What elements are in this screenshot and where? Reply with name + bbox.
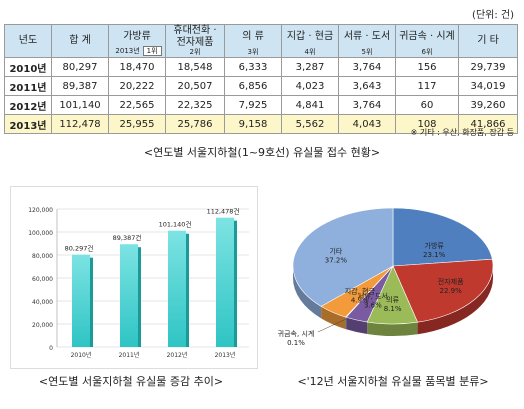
pie-label: 4.9% (351, 297, 369, 305)
pie-label: 3.6% (364, 301, 382, 309)
x-tick-label: 2011년 (119, 351, 140, 359)
bar-side (138, 247, 141, 347)
bar (120, 244, 138, 347)
rank-label: 2위 (189, 48, 201, 56)
bar-side (186, 233, 189, 347)
pie-slice-side (346, 317, 368, 335)
pie-label: 23.1% (423, 251, 446, 259)
header-wallet-cash: 지갑 · 현금 4위 (281, 24, 339, 58)
header-total: 합 계 (51, 24, 109, 58)
rank-label: 3위 (247, 48, 259, 56)
bar-chart-caption: <연도별 서울지하철 유실물 증감 추이> (38, 375, 224, 388)
pie-chart-caption: <'12년 서울지하철 유실물 품목별 분류> (297, 375, 489, 388)
data-label: 101,140건 (159, 220, 192, 229)
pie-slice (392, 207, 493, 267)
table-row: 2011년 89,387 20,222 20,507 6,856 4,023 3… (4, 76, 518, 96)
y-tick-label: 100,000 (28, 230, 53, 237)
table-caption: <연도별 서울지하철(1~9호선) 유실물 접수 현황> (143, 146, 381, 159)
rank-label: 5위 (361, 48, 373, 56)
pie-slice-side (293, 266, 322, 319)
x-tick-label: 2012년 (167, 351, 188, 359)
header-others: 기 타 (458, 24, 518, 58)
pie-slice-side (321, 306, 346, 330)
rank-label: 4위 (304, 48, 316, 56)
header-jewelry-watches: 귀금속 · 시계 6위 (395, 24, 459, 58)
pie-label: 귀금속, 시계 (278, 329, 315, 338)
pie-label: 의류 (386, 295, 399, 304)
pie-label: 서류, 도서 (358, 291, 388, 300)
bar-chart-frame: 0 20,000 40,000 60,000 80,000 100,000 120,000 8… (10, 186, 258, 369)
y-tick-label: 120,000 (28, 207, 53, 214)
data-label: 80,297건 (65, 244, 94, 253)
data-label: 112,478건 (207, 207, 240, 216)
pie-label: 8.1% (384, 305, 402, 313)
pie-label: 0.1% (287, 339, 305, 347)
pie-label: 37.2% (325, 257, 348, 265)
bar (216, 217, 234, 347)
table-row: 2010년 80,297 18,470 18,548 6,333 3,287 3… (4, 57, 518, 77)
pie-label: 지갑, 현금 (345, 287, 376, 296)
header-clothes: 의 류 3위 (224, 24, 282, 58)
pie-slice (292, 207, 394, 307)
data-label: 89,387건 (113, 233, 142, 242)
pie-slice-side (345, 317, 347, 330)
header-electronics: 휴대전화 · 전자제품 2위 (165, 24, 225, 58)
y-tick-label: 40,000 (32, 299, 53, 306)
pie-label: 22.9% (440, 287, 463, 295)
table-header-row: 년도 합 계 가방류 2013년 1위 휴대전화 · 전자제품 2위 의 류 3위… (4, 24, 518, 58)
y-tick-label: 60,000 (32, 276, 53, 283)
bar-side (234, 220, 237, 347)
header-bags: 가방류 2013년 1위 (108, 24, 166, 58)
y-tick-label: 80,000 (32, 253, 53, 260)
y-tick-label: 20,000 (32, 322, 53, 329)
pie-slice-side (417, 266, 493, 335)
bar (168, 230, 186, 347)
pie-chart-frame: 가방류 23.1% 전자제품 22.9% 의류 8.1% 서류, 도서 3.6% 귀금속, 시계… (268, 186, 518, 367)
rank-label: 2013년 1위 (109, 46, 165, 56)
rank-label: 6위 (421, 48, 433, 56)
x-tick-label: 2013년 (215, 351, 236, 359)
pie-label: 가방류 (425, 241, 445, 250)
lost-items-table: 년도 합 계 가방류 2013년 1위 휴대전화 · 전자제품 2위 의 류 3위… (4, 24, 518, 134)
leader-line (317, 318, 346, 333)
pie-label: 전자제품 (438, 277, 464, 286)
bar-chart: 0 20,000 40,000 60,000 80,000 100,000 120,000 8… (28, 207, 249, 359)
pie-label: 기타 (329, 247, 342, 256)
bar-side (90, 257, 93, 347)
x-tick-label: 2010년 (71, 351, 92, 359)
header-year: 년도 (4, 24, 52, 58)
bar (72, 254, 90, 347)
table-footnote: ※ 기타 : 우산, 화장품, 장갑 등 (410, 128, 514, 137)
pie-slice (392, 258, 494, 323)
table-row: 2012년 101,140 22,565 22,325 7,925 4,841 … (4, 95, 518, 115)
unit-label: (단위: 건) (472, 10, 514, 21)
table-row-highlighted: 2013년 112,478 25,955 25,786 9,158 5,562 … (4, 114, 518, 134)
pie-slice-side (367, 322, 418, 336)
y-tick-label: 0 (49, 345, 53, 352)
header-documents-books: 서류 · 도서 5위 (338, 24, 396, 58)
